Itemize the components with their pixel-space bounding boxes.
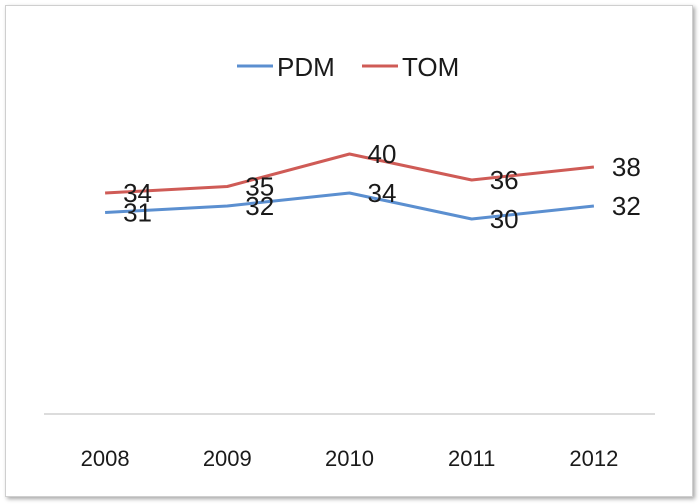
data-label-pdm: 31 xyxy=(123,198,152,228)
x-tick-label: 2012 xyxy=(569,446,618,471)
x-tick-label: 2009 xyxy=(203,446,252,471)
data-label-pdm: 32 xyxy=(245,191,274,221)
legend-item-tom: TOM xyxy=(362,52,459,82)
x-axis-ticks: 2008 2009 2010 2011 2012 xyxy=(81,446,619,471)
data-labels: 31 32 34 30 32 34 35 40 36 38 xyxy=(123,139,641,234)
legend-label-tom: TOM xyxy=(402,52,459,82)
legend: PDM TOM xyxy=(237,52,459,82)
data-label-pdm: 32 xyxy=(612,191,641,221)
data-label-pdm: 30 xyxy=(490,204,519,234)
x-tick-label: 2011 xyxy=(448,446,495,471)
series-lines xyxy=(105,152,595,221)
data-label-tom: 40 xyxy=(368,139,397,169)
data-label-tom: 35 xyxy=(245,172,274,202)
chart-frame xyxy=(5,5,693,497)
data-label-tom: 38 xyxy=(612,152,641,182)
x-tick-label: 2008 xyxy=(81,446,130,471)
legend-label-pdm: PDM xyxy=(277,52,335,82)
data-label-tom: 34 xyxy=(123,178,152,208)
series-line-tom xyxy=(105,152,595,195)
data-label-tom: 36 xyxy=(490,165,519,195)
x-tick-label: 2010 xyxy=(325,446,374,471)
series-line-pdm xyxy=(105,191,595,221)
legend-item-pdm: PDM xyxy=(237,52,335,82)
data-label-pdm: 34 xyxy=(368,178,397,208)
